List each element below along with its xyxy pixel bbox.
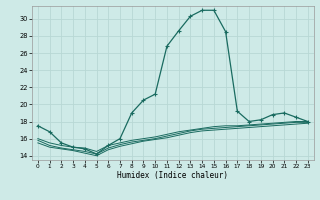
X-axis label: Humidex (Indice chaleur): Humidex (Indice chaleur) <box>117 171 228 180</box>
